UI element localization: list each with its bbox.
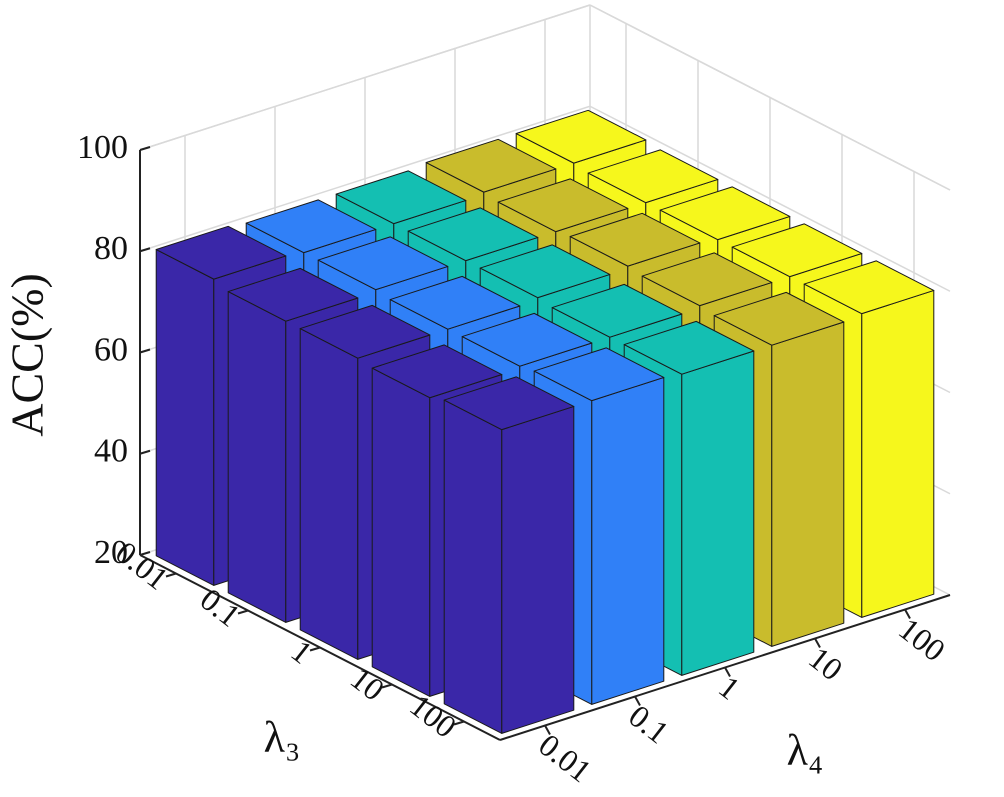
z-tick-label: 80 — [94, 230, 128, 267]
z-tick-label: 20 — [94, 534, 128, 571]
bar-face — [659, 186, 791, 241]
bar-face — [335, 170, 467, 225]
y-tick-label: 0.1 — [622, 697, 676, 750]
bar-face — [227, 291, 287, 623]
grid-line — [139, 105, 591, 252]
y-tick — [904, 609, 911, 619]
z-tick-label: 60 — [94, 331, 128, 368]
bar-face — [371, 344, 503, 399]
y-axis-label: λ₄ — [787, 726, 824, 775]
bar-face — [443, 399, 503, 734]
y-tick — [544, 725, 551, 735]
bar-face — [443, 376, 575, 431]
bar-face — [587, 149, 719, 204]
y-tick-label: 1 — [712, 668, 747, 706]
bar-face — [155, 249, 215, 586]
bar-face — [497, 178, 629, 233]
z-tick — [139, 449, 151, 455]
bar-face — [731, 223, 863, 278]
y-tick — [724, 667, 731, 677]
bar-face — [299, 304, 431, 359]
bar-face — [245, 199, 377, 254]
bar-face — [371, 367, 431, 697]
bar-face — [569, 212, 701, 267]
y-tick-label: 100 — [892, 610, 952, 668]
bar-face — [713, 291, 845, 346]
z-axis-label: ACC(%) — [2, 273, 53, 437]
bar-face — [155, 225, 287, 280]
x-axis-label: λ₃ — [264, 713, 301, 762]
y-tick-label: 0.01 — [532, 726, 598, 789]
bar-face — [803, 260, 935, 315]
x-tick — [309, 646, 321, 652]
x-tick — [237, 609, 249, 615]
bar-face — [461, 312, 593, 367]
bar-face — [861, 289, 935, 618]
bar-face — [227, 267, 359, 322]
z-tick-label: 40 — [94, 433, 128, 470]
bar-face — [771, 321, 845, 647]
x-tick — [165, 572, 177, 578]
bar-face — [533, 347, 665, 402]
grid-line — [589, 105, 951, 292]
bar-face — [681, 350, 755, 676]
bar-face — [407, 207, 539, 262]
x-tick — [381, 683, 393, 689]
z-tick — [139, 551, 151, 556]
z-tick — [139, 348, 151, 354]
grid-line — [589, 4, 951, 191]
bar-face — [479, 244, 611, 299]
bar-face — [641, 252, 773, 307]
bar-face — [551, 283, 683, 338]
bar-face — [515, 109, 647, 164]
bar-face — [389, 275, 521, 330]
bar-face — [591, 376, 665, 705]
bar — [443, 376, 575, 734]
bar-face — [317, 236, 449, 291]
x-tick — [453, 720, 465, 726]
bar-face — [623, 320, 755, 375]
z-tick-label: 100 — [77, 129, 128, 166]
bar-face — [425, 138, 557, 193]
z-tick — [139, 146, 151, 151]
bar-face — [501, 405, 575, 734]
y-tick — [634, 696, 641, 706]
bar-face — [299, 328, 359, 660]
y-tick-label: 10 — [802, 639, 849, 687]
y-tick — [814, 638, 821, 648]
grid-line — [139, 4, 591, 151]
z-tick — [139, 247, 151, 253]
x-tick-label: 1 — [285, 633, 320, 671]
